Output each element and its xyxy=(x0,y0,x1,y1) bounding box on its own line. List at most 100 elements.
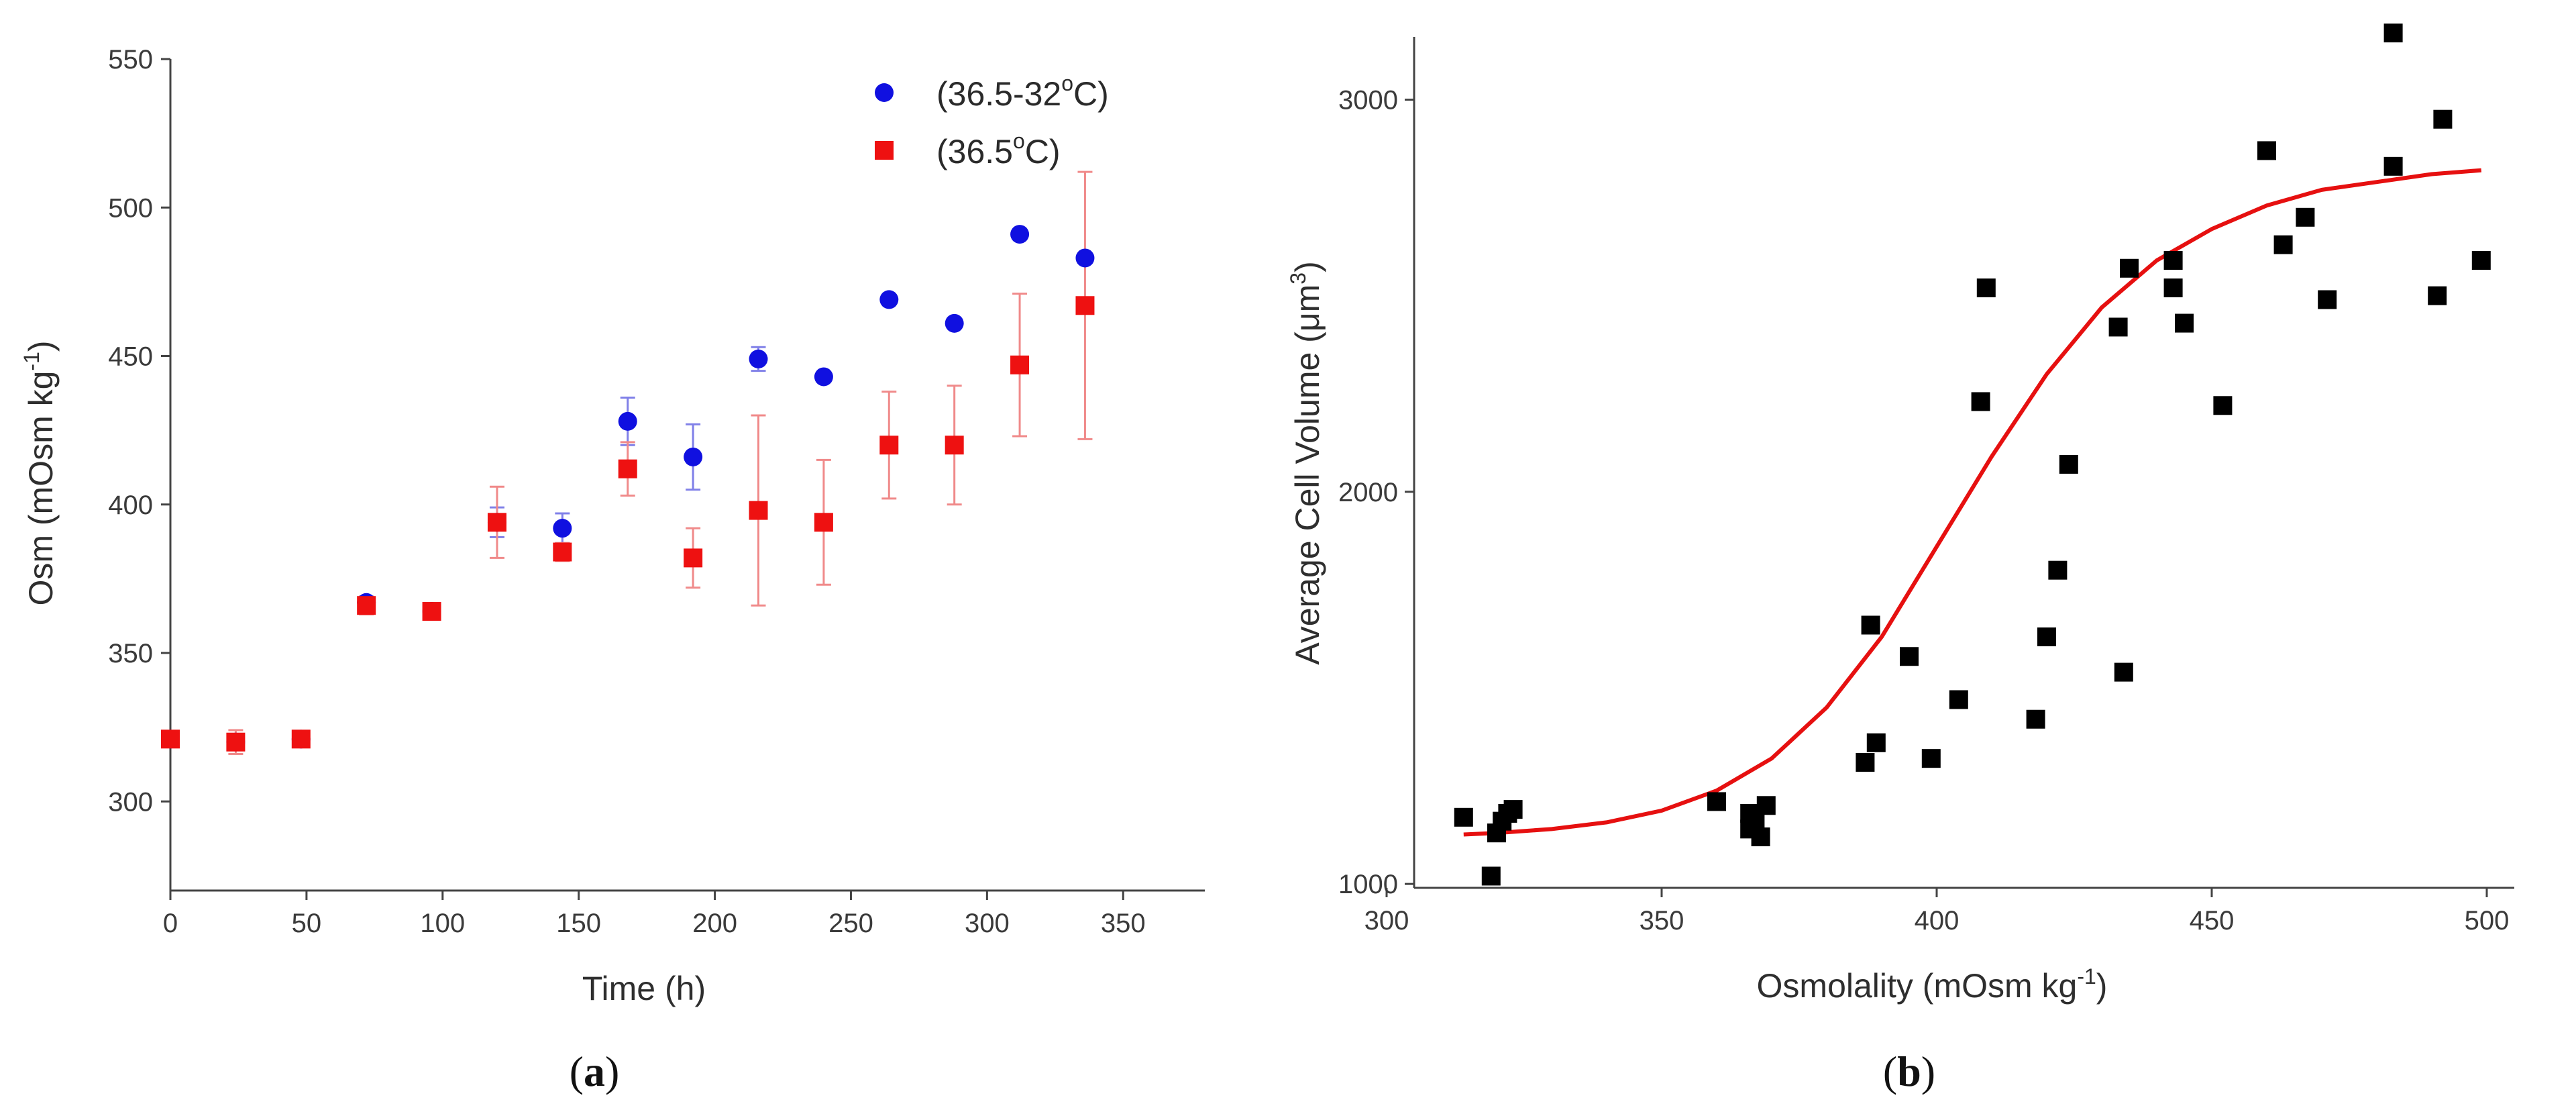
b-point-square xyxy=(1866,733,1886,752)
a-point-square xyxy=(618,459,637,478)
a-legend-square-marker xyxy=(875,141,894,160)
a-point-square xyxy=(879,436,899,455)
a-legend-label-1: (36.5-32oC) xyxy=(936,71,1109,113)
a-point-square xyxy=(684,548,703,568)
a-point-square xyxy=(357,596,376,615)
a-point-circle xyxy=(945,313,964,333)
a-x-tick-label: 150 xyxy=(556,909,601,938)
b-point-square xyxy=(1861,615,1880,635)
panel-a-chart: 0 50 100 150 200 250 300 350300350400450500550 … xyxy=(19,45,1205,1095)
b-fit-curve xyxy=(1463,168,2482,837)
b-point-square xyxy=(2296,207,2315,227)
a-x-tick-label: 0 xyxy=(163,909,178,938)
b-point-square xyxy=(1707,792,1726,811)
b-point-square xyxy=(1756,796,1776,815)
a-point-square xyxy=(1075,296,1095,315)
a-legend: (36.5-32oC) (36.5oC) xyxy=(875,71,1109,170)
a-point-circle xyxy=(553,519,572,538)
b-x-axis-label-end: ) xyxy=(2096,967,2108,1005)
b-point-square xyxy=(1856,753,1875,772)
b-y-tick-label: 2000 xyxy=(1338,478,1398,507)
b-y-axis-label-end: ) xyxy=(1289,261,1326,272)
b-x-tick-label: 400 xyxy=(1915,906,1960,935)
b-point-square xyxy=(2471,251,2491,270)
b-point-square xyxy=(1921,749,1941,768)
a-point-square xyxy=(749,501,768,520)
a-point-square xyxy=(553,542,572,562)
b-point-square xyxy=(1971,392,1990,411)
b-point-square xyxy=(2383,23,2403,43)
b-y-axis-label: Average Cell Volume (μm3) xyxy=(1286,261,1326,664)
b-point-square xyxy=(2175,313,2194,333)
b-point-square xyxy=(1900,647,1919,666)
a-y-axis-label-end: ) xyxy=(22,340,60,352)
a-point-circle xyxy=(618,411,637,431)
a-legend-circle-marker xyxy=(875,83,894,102)
b-point-square xyxy=(1746,811,1765,831)
a-point-square xyxy=(422,602,441,621)
b-point-square xyxy=(2026,709,2045,729)
a-y-tick-label: 400 xyxy=(108,491,153,520)
b-x-tick-label: 300 xyxy=(1364,906,1409,935)
a-x-tick-label: 250 xyxy=(828,909,873,938)
b-y-axis-label-main: Average Cell Volume (μm xyxy=(1289,285,1326,665)
b-x-tick-label: 450 xyxy=(2190,906,2235,935)
b-point-square xyxy=(1503,800,1523,819)
b-x-tick-label: 500 xyxy=(2465,906,2510,935)
b-point-square xyxy=(1949,690,1968,709)
b-x-axis-label: Osmolality (mOsm kg-1) xyxy=(1757,964,2108,1005)
b-point-square xyxy=(2114,662,2133,682)
b-point-square xyxy=(2163,251,2183,270)
a-x-axis-label: Time (h) xyxy=(582,970,706,1007)
b-point-square xyxy=(2428,286,2447,305)
b-y-tick-label: 3000 xyxy=(1338,85,1398,115)
b-x-axis-label-main: Osmolality (mOsm kg xyxy=(1757,967,2078,1005)
a-x-tick-label: 100 xyxy=(420,909,465,938)
a-y-tick-label: 300 xyxy=(108,787,153,817)
a-point-circle xyxy=(1075,248,1095,268)
panel-b-chart: 300 350 400 450 500 1000 2000 3000 Average Cell… xyxy=(1286,23,2514,1095)
a-y-tick-label: 350 xyxy=(108,639,153,668)
panel-b-label: (b) xyxy=(1883,1048,1935,1095)
b-point-square xyxy=(1481,866,1501,886)
a-point-square xyxy=(226,732,246,752)
b-point-square xyxy=(2273,235,2293,254)
b-y-tick-label: 1000 xyxy=(1338,870,1398,899)
a-point-square xyxy=(291,729,311,749)
b-point-square xyxy=(2318,290,2337,309)
a-y-tick-label: 500 xyxy=(108,193,153,223)
a-y-tick-label: 550 xyxy=(108,45,153,74)
a-point-circle xyxy=(814,367,833,387)
b-point-square xyxy=(2120,258,2139,278)
b-point-square xyxy=(2163,278,2183,297)
b-point-square xyxy=(2108,317,2128,337)
b-x-tick-label: 350 xyxy=(1640,906,1684,935)
b-point-square xyxy=(1454,807,1473,827)
b-x-axis-label-sup: -1 xyxy=(2077,964,2096,989)
a-point-circle xyxy=(879,290,899,309)
a-x-tick-label: 300 xyxy=(965,909,1010,938)
a-y-axis-label: Osm (mOsm kg-1) xyxy=(19,340,60,605)
a-x-tick-label: 350 xyxy=(1101,909,1146,938)
a-y-tick-label: 450 xyxy=(108,342,153,372)
a-point-square xyxy=(945,436,964,455)
b-point-square xyxy=(1751,827,1770,847)
a-x-tick-label: 50 xyxy=(292,909,322,938)
panel-a-label: (a) xyxy=(570,1048,620,1095)
a-point-square xyxy=(814,513,833,532)
b-point-square xyxy=(2213,396,2233,415)
a-point-square xyxy=(1010,355,1030,374)
a-point-square xyxy=(161,729,180,749)
b-point-square xyxy=(2059,454,2078,474)
b-point-square xyxy=(2257,141,2276,160)
b-point-square xyxy=(2048,560,2068,580)
b-point-square xyxy=(2383,156,2403,176)
a-y-axis-label-sup: -1 xyxy=(19,352,44,370)
b-point-square xyxy=(1976,278,1996,297)
a-legend-label-2: (36.5oC) xyxy=(936,129,1061,170)
a-point-circle xyxy=(749,349,768,368)
a-point-circle xyxy=(684,447,703,466)
b-point-square xyxy=(2433,109,2453,129)
a-point-square xyxy=(487,513,506,532)
